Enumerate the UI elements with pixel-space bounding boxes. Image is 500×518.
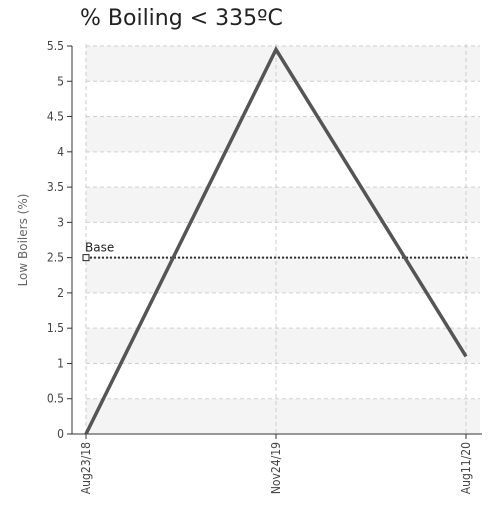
x-tick-label: Nov24/19: [269, 442, 283, 494]
grid-band: [86, 116, 480, 152]
reference-marker: [82, 254, 90, 262]
y-tick-label: 1: [57, 356, 64, 370]
y-tick-label: 0.5: [47, 392, 64, 406]
x-tick-labels: Aug23/18 Nov24/19 Aug11/20: [79, 442, 473, 494]
grid-band: [86, 398, 480, 434]
y-tick-label: 5.5: [47, 39, 64, 53]
grid-band: [86, 328, 480, 364]
grid-band: [86, 257, 480, 293]
background-bands: [86, 46, 480, 434]
y-tick-labels: 0 0.5 1 1.5 2 2.5 3 3.5 4 4.5 5 5.5: [47, 39, 64, 441]
grid-band: [86, 222, 480, 258]
x-tick-label: Aug11/20: [459, 442, 473, 494]
series-group: [84, 45, 468, 435]
y-tick-label: 2.5: [47, 251, 64, 265]
y-tick-label: 2: [57, 286, 64, 300]
x-tick-label: Aug23/18: [79, 442, 93, 494]
reference-line-label: Base: [85, 241, 114, 255]
grid-band: [86, 363, 480, 399]
y-tick-label: 0: [57, 427, 64, 441]
y-tick-label: 5: [57, 74, 64, 88]
grid-band: [86, 151, 480, 188]
y-tick-label: 4.5: [47, 110, 64, 124]
grid-band: [86, 187, 480, 223]
y-tick-label: 4: [57, 145, 64, 159]
chart-title: % Boiling < 335ºC: [80, 6, 283, 31]
y-tick-label: 3.5: [47, 180, 64, 194]
y-axis-label: Low Boilers (%): [16, 194, 30, 287]
axes: [67, 45, 482, 439]
grid-band: [86, 81, 480, 117]
y-tick-label: 1.5: [47, 321, 64, 335]
y-tick-label: 3: [57, 215, 64, 229]
